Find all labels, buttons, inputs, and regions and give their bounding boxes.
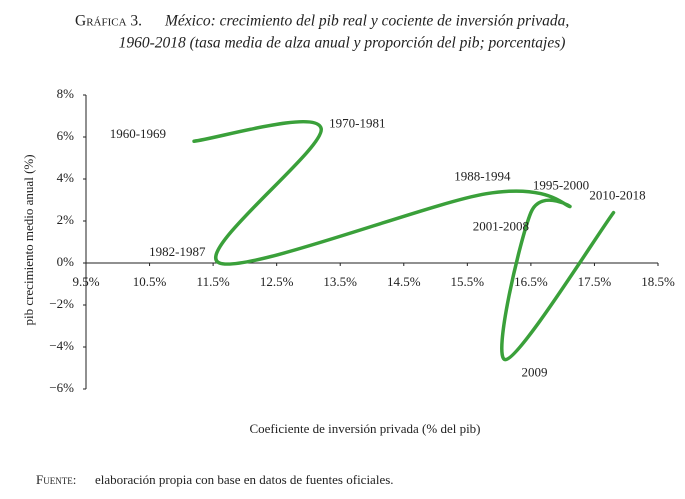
y-tick-label: −2%	[49, 296, 74, 311]
y-tick-label: −6%	[49, 380, 74, 395]
point-label: 1982-1987	[149, 244, 206, 259]
point-label: 1970-1981	[329, 116, 385, 131]
point-label: 1960-1969	[110, 126, 166, 141]
point-label: 2001-2008	[473, 219, 529, 234]
x-tick-label: 17.5%	[578, 274, 612, 289]
y-tick-label: 2%	[57, 212, 75, 227]
x-axis-label: Coeficiente de inversión privada (% del …	[249, 421, 480, 436]
y-axis-label: pib crecimiento medio anual (%)	[21, 154, 36, 325]
x-tick-label: 10.5%	[133, 274, 167, 289]
source: elaboración propia con base en datos de …	[95, 472, 394, 487]
x-tick-label: 13.5%	[323, 274, 357, 289]
point-label: 2010-2018	[589, 188, 645, 203]
y-tick-label: −4%	[49, 338, 74, 353]
y-tick-label: 4%	[57, 170, 75, 185]
x-tick-label: 9.5%	[72, 274, 99, 289]
x-tick-label: 16.5%	[514, 274, 548, 289]
x-tick-label: 12.5%	[260, 274, 294, 289]
title-prefix: Gráfica 3.	[75, 13, 142, 30]
point-label: 1988-1994	[454, 169, 511, 184]
y-tick-label: 6%	[57, 128, 75, 143]
data-line	[192, 119, 616, 362]
point-label: 2009	[521, 365, 547, 380]
point-label: 1995-2000	[533, 177, 589, 192]
chart-title: 1960-2018 (tasa media de alza anual y pr…	[119, 35, 566, 52]
chart-title: México: crecimiento del pib real y cocie…	[164, 13, 569, 30]
x-tick-label: 11.5%	[197, 274, 230, 289]
y-tick-label: 8%	[57, 86, 75, 101]
x-tick-label: 18.5%	[641, 274, 675, 289]
source-label: Fuente:	[36, 472, 76, 487]
y-tick-label: 0%	[57, 254, 75, 269]
x-tick-label: 14.5%	[387, 274, 421, 289]
x-tick-label: 15.5%	[451, 274, 485, 289]
